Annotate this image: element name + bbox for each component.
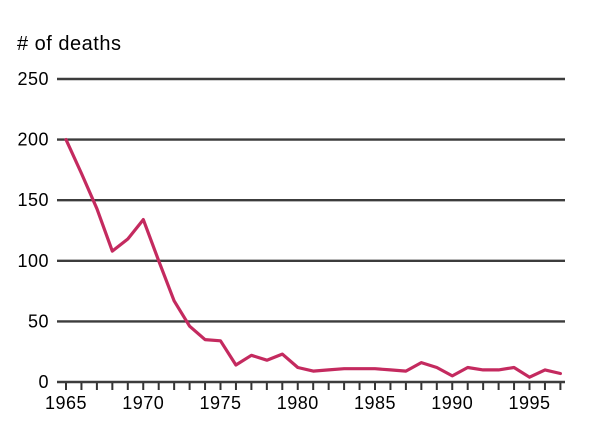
y-axis-tick-label: 50 [28, 311, 49, 331]
x-axis-tick-label: 1990 [431, 393, 473, 413]
data-line [64, 138, 563, 379]
x-axis-tick-label: 1965 [45, 393, 87, 413]
x-axis-tick-label: 1970 [122, 393, 164, 413]
chart-title: # of deaths [17, 33, 122, 55]
x-axis-tick-label: 1975 [199, 393, 241, 413]
y-axis-tick-label: 200 [17, 130, 49, 150]
y-axis-tick-label: 0 [38, 372, 49, 392]
x-axis-tick-label: 1980 [277, 393, 319, 413]
y-axis-tick-label: 100 [17, 251, 49, 271]
y-axis-tick-label: 250 [17, 69, 49, 89]
x-axis-tick-label: 1995 [508, 393, 550, 413]
x-axis-tick-label: 1985 [354, 393, 396, 413]
y-axis-tick-label: 150 [17, 190, 49, 210]
